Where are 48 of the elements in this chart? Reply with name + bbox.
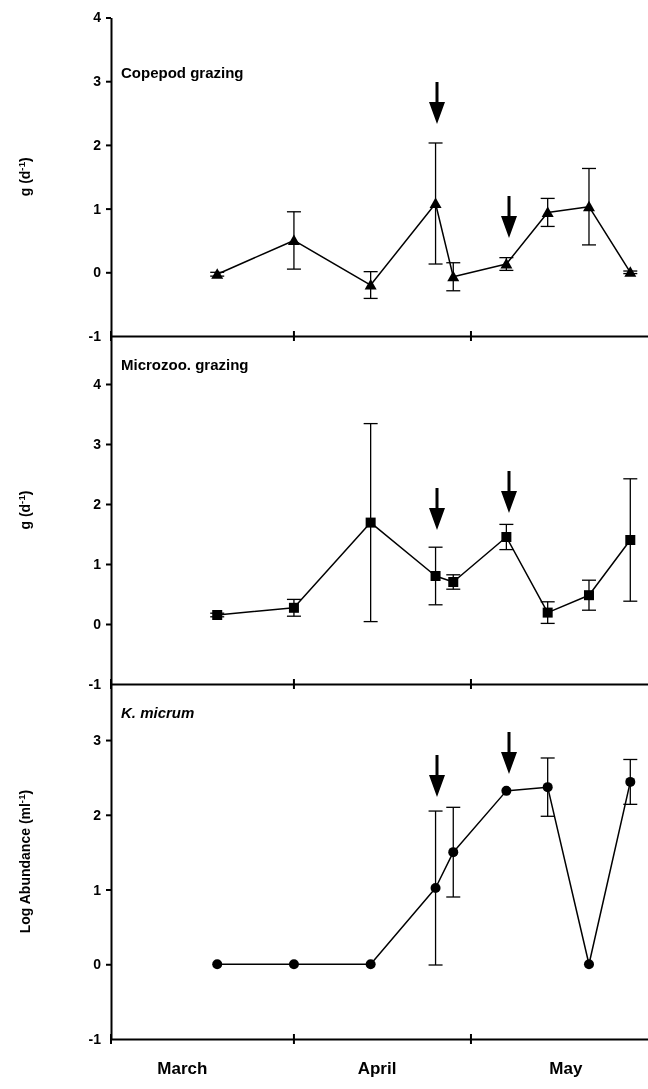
point xyxy=(625,535,636,545)
point xyxy=(624,266,637,277)
y-tick-label: -1 xyxy=(88,1030,102,1047)
point xyxy=(430,883,441,894)
point xyxy=(501,532,512,542)
point xyxy=(212,959,223,970)
point xyxy=(364,279,377,290)
point xyxy=(447,270,460,282)
y-tick-label: 2 xyxy=(93,495,102,512)
y-tick-label: 0 xyxy=(93,615,102,632)
y-tick-label: 2 xyxy=(93,806,102,823)
point xyxy=(583,590,594,601)
y-tick-label: 3 xyxy=(93,73,102,90)
y-tick-label: 2 xyxy=(93,136,102,153)
text: Copepod grazing xyxy=(121,63,244,81)
text: Microzoo. grazing xyxy=(121,356,249,373)
point xyxy=(430,571,441,581)
y-tick-label: 4 xyxy=(93,375,102,392)
x-tick-label: May xyxy=(549,1059,583,1079)
point xyxy=(541,206,554,217)
y-tick-label: 0 xyxy=(93,264,102,281)
y-tick-label: 3 xyxy=(93,435,102,452)
point xyxy=(501,785,512,796)
point xyxy=(365,959,376,970)
y-tick-label: 1 xyxy=(93,200,102,217)
point xyxy=(288,959,299,970)
point xyxy=(448,847,459,858)
y-tick-label: 4 xyxy=(93,9,102,26)
y-tick-label: 3 xyxy=(93,732,102,749)
y-tick-label: 1 xyxy=(93,555,102,572)
point xyxy=(365,517,376,528)
point xyxy=(288,602,299,613)
y-tick-label: -1 xyxy=(88,675,102,692)
point xyxy=(429,197,442,208)
point xyxy=(583,959,594,970)
point xyxy=(582,200,595,212)
y-tick-label: -1 xyxy=(88,327,102,344)
point xyxy=(212,610,223,620)
y-tick-label: 0 xyxy=(93,956,102,973)
point xyxy=(542,607,553,618)
point xyxy=(287,234,300,245)
y-tick-label: 1 xyxy=(93,881,102,898)
point xyxy=(211,268,224,279)
x-tick-label: April xyxy=(357,1059,397,1079)
text: K. micrum xyxy=(121,704,195,721)
x-tick-label: March xyxy=(157,1059,208,1079)
point xyxy=(542,782,553,793)
point xyxy=(625,776,636,787)
